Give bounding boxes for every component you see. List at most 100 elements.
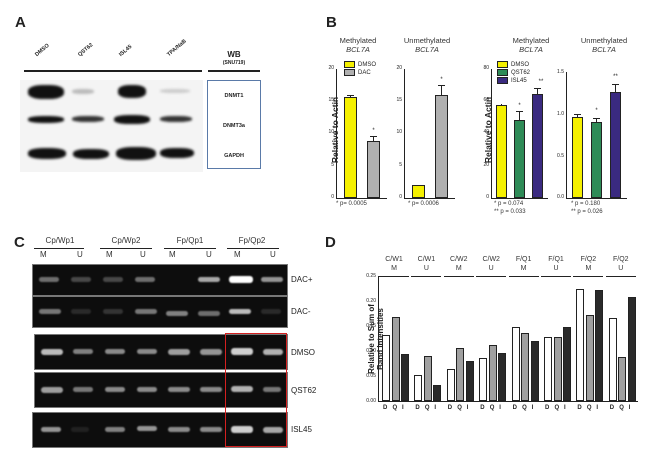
legend-swatch-isl45 xyxy=(497,77,508,85)
b3-title-line: Methylated xyxy=(512,36,550,45)
ytick: 0.05 xyxy=(366,373,376,379)
lane-label: M xyxy=(106,250,113,259)
b3-pvalue-1: * p = 0.074 xyxy=(494,201,524,207)
panel-d-letter: D xyxy=(325,234,336,251)
lane-label: M xyxy=(169,250,176,259)
d-group-divider xyxy=(508,276,539,277)
western-blot-image xyxy=(20,80,203,172)
d-bar xyxy=(498,352,507,401)
b3-pvalue-2: ** p = 0.033 xyxy=(494,209,526,215)
b2-title: Unmethylated BCL7A xyxy=(392,36,462,54)
d-xtick-label: Q xyxy=(619,405,624,411)
gel-row-label: DMSO xyxy=(291,348,315,357)
primer-group-label: Cp/Wp1 xyxy=(45,236,75,245)
d-xtick-label: Q xyxy=(424,405,430,411)
d-group-divider xyxy=(443,276,474,277)
gel-row-dmso xyxy=(34,334,288,370)
d-bar xyxy=(414,374,423,401)
wb-lane-label: QST62 xyxy=(77,42,95,58)
b4-pvalue-2: ** p = 0.026 xyxy=(571,209,603,215)
d-group-divider xyxy=(605,276,636,277)
d-xtick-label: D xyxy=(480,405,485,411)
ytick: 0.25 xyxy=(366,273,376,279)
ytick: 0.20 xyxy=(366,298,376,304)
b1-legend: DMSO DAC xyxy=(344,61,376,77)
d-group-divider xyxy=(476,276,507,277)
ytick: 20 xyxy=(328,65,334,71)
ytick: 0.00 xyxy=(366,398,376,404)
b3-subtitle: BCL7A xyxy=(519,45,543,54)
d-xtick-label: I xyxy=(402,405,404,411)
primer-group-label: Fp/Qp2 xyxy=(238,236,266,245)
d-bar xyxy=(627,296,636,401)
primer-group-label: Fp/Qp1 xyxy=(176,236,204,245)
ytick: 10 xyxy=(396,129,402,135)
lane-label: M xyxy=(234,250,241,259)
ytick: 15 xyxy=(396,97,402,103)
b1-bar-dac xyxy=(367,141,380,198)
d-xtick-label: D xyxy=(447,405,453,411)
d-group-label: C/W1 M xyxy=(385,256,403,272)
d-bar xyxy=(456,347,465,401)
lane-label: U xyxy=(140,250,146,259)
d-bar xyxy=(479,358,488,401)
b4-bar-isl45 xyxy=(610,92,621,198)
gel-row-label: ISL45 xyxy=(291,425,312,434)
ytick: 5 xyxy=(331,162,334,168)
ytick: 0 xyxy=(399,194,402,200)
d-xtick-label: D xyxy=(545,405,550,411)
gel-row-label: DAC+ xyxy=(291,275,313,284)
d-group-divider xyxy=(573,276,604,277)
b2-subtitle: BCL7A xyxy=(415,45,439,54)
ytick: 80 xyxy=(483,65,489,71)
lane-label: U xyxy=(206,250,212,259)
b4-title-line: Unmethylated xyxy=(580,36,628,45)
b3-sig-isl45: ** xyxy=(538,79,544,85)
d-group-label: F/Q1 U xyxy=(548,256,564,272)
d-group-divider xyxy=(541,276,571,277)
legend-label: QST62 xyxy=(511,70,531,77)
d-bar xyxy=(465,360,474,401)
primer-divider xyxy=(100,248,152,249)
d-xtick-label: Q xyxy=(522,405,527,411)
ytick: 15 xyxy=(328,97,334,103)
d-xtick-label: D xyxy=(415,405,420,411)
d-xtick-label: Q xyxy=(392,405,398,411)
b4-sig-qst62: * xyxy=(595,108,598,114)
ytick: 1.5 xyxy=(557,69,564,75)
b4-title: Unmethylated BCL7A xyxy=(566,36,642,54)
wb-row-dnmt3a: DNMT3a xyxy=(222,123,245,129)
ytick: 0 xyxy=(331,194,334,200)
d-bar xyxy=(401,353,409,401)
d-xtick-label: I xyxy=(499,405,501,411)
ytick: 0.5 xyxy=(557,153,564,159)
d-bar xyxy=(553,337,562,401)
d-xtick-label: D xyxy=(609,405,615,411)
ytick: 60 xyxy=(483,97,489,103)
b1-subtitle: BCL7A xyxy=(346,45,370,54)
b2-sig: * xyxy=(440,77,443,83)
primer-divider xyxy=(164,248,216,249)
d-xtick-label: Q xyxy=(554,405,560,411)
b1-sig: * xyxy=(372,128,375,134)
b1-bar-dmso xyxy=(344,97,357,198)
d-bar xyxy=(530,341,539,401)
d-yaxis-line1: Relative to Sum of xyxy=(367,304,376,374)
lane-label: M xyxy=(40,250,47,259)
legend-label: ISL45 xyxy=(511,78,527,85)
wb-lane-label: TPA/NaB xyxy=(166,38,188,58)
d-xtick-label: Q xyxy=(586,405,592,411)
b3-plot: * ** xyxy=(491,69,548,199)
legend-label: DMSO xyxy=(511,62,529,69)
wb-label-box: DNMT1 DNMT3a GAPDH xyxy=(207,80,261,169)
lane-label: U xyxy=(270,250,276,259)
d-bar xyxy=(382,334,390,401)
b3-title: Methylated BCL7A xyxy=(496,36,566,54)
gel-row-dac-plus xyxy=(32,264,288,296)
ytick: 1.0 xyxy=(557,111,564,117)
d-xtick-label: I xyxy=(596,405,599,411)
b4-bar-qst62 xyxy=(591,121,602,198)
b4-pvalue-1: * p = 0.180 xyxy=(571,201,601,207)
d-bar xyxy=(585,314,594,401)
b2-bar-dac xyxy=(435,95,448,198)
